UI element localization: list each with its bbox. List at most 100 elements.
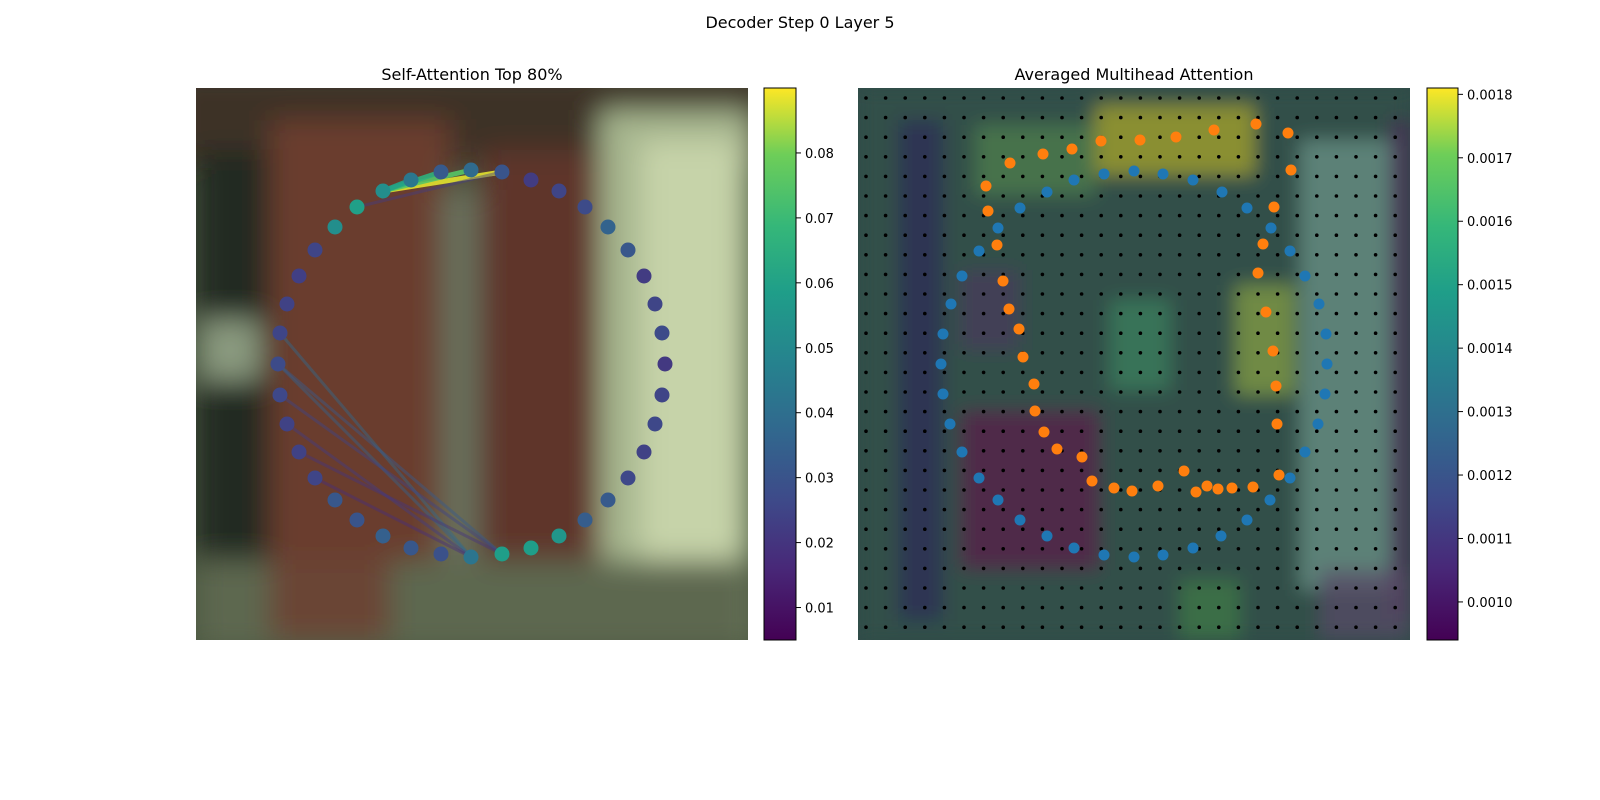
contour-point <box>1226 482 1238 494</box>
keypoint-marker <box>349 512 365 528</box>
grid-dot <box>903 96 907 100</box>
contour-point <box>1265 222 1277 234</box>
grid-dot <box>1275 370 1280 375</box>
grid-dot <box>1315 449 1319 453</box>
grid-dot <box>1079 96 1084 100</box>
grid-dot <box>903 390 907 394</box>
grid-dot <box>981 390 986 394</box>
grid-dot <box>1236 488 1241 492</box>
grid-dot <box>1001 468 1005 473</box>
keypoint-marker <box>307 470 323 486</box>
grid-dot <box>1177 194 1182 198</box>
grid-dot <box>1393 409 1397 414</box>
grid-dot <box>883 488 888 492</box>
grid-dot <box>962 429 966 434</box>
grid-dot <box>1217 135 1221 139</box>
grid-dot <box>883 605 888 610</box>
grid-dot <box>1021 233 1025 237</box>
grid-dot <box>1236 586 1241 590</box>
contour-point <box>1319 388 1331 400</box>
grid-dot <box>1334 351 1339 355</box>
grid-dot <box>864 292 868 296</box>
grid-dot <box>942 351 947 355</box>
grid-dot <box>1138 605 1143 610</box>
grid-dot <box>923 253 927 257</box>
grid-dot <box>1021 194 1025 198</box>
grid-dot <box>1315 233 1319 237</box>
grid-dot <box>1158 155 1162 159</box>
grid-dot <box>1197 331 1201 336</box>
colorbar-tick-label: 0.0012 <box>1467 469 1513 484</box>
keypoint-marker <box>620 242 636 258</box>
grid-dot <box>1256 468 1260 473</box>
grid-dot <box>1177 272 1182 277</box>
grid-dot <box>903 468 907 473</box>
grid-dot <box>981 586 986 590</box>
grid-dot <box>923 292 927 296</box>
grid-dot <box>1295 213 1299 218</box>
grid-dot <box>1256 409 1260 414</box>
contour-point <box>1264 494 1276 506</box>
grid-dot <box>1295 586 1299 590</box>
figure-title: Decoder Step 0 Layer 5 <box>705 13 895 32</box>
grid-dot <box>1275 331 1280 336</box>
grid-dot <box>1315 390 1319 394</box>
contour-point <box>1157 549 1169 561</box>
grid-dot <box>1040 253 1045 257</box>
grid-dot <box>1217 370 1221 375</box>
grid-dot <box>1295 390 1299 394</box>
grid-dot <box>1275 527 1280 531</box>
colorbar-tick-label: 0.0018 <box>1467 88 1513 103</box>
grid-dot <box>1138 194 1143 198</box>
grid-dot <box>1177 547 1182 551</box>
grid-dot <box>1119 409 1123 414</box>
grid-dot <box>1217 429 1221 434</box>
grid-dot <box>1158 115 1162 120</box>
grid-dot <box>1138 586 1143 590</box>
keypoint-marker <box>375 183 391 199</box>
grid-dot <box>1315 429 1319 434</box>
contour-point <box>1095 135 1107 147</box>
grid-dot <box>1079 488 1084 492</box>
grid-dot <box>1119 213 1123 218</box>
contour-point <box>992 494 1004 506</box>
grid-dot <box>981 488 986 492</box>
grid-dot <box>1315 409 1319 414</box>
grid-dot <box>903 115 907 120</box>
grid-dot <box>1256 586 1260 590</box>
grid-dot <box>1060 507 1064 512</box>
grid-dot <box>1001 292 1005 296</box>
grid-dot <box>1158 429 1162 434</box>
grid-dot <box>1275 135 1280 139</box>
grid-dot <box>1197 370 1201 375</box>
grid-dot <box>1177 527 1182 531</box>
grid-dot <box>1373 468 1378 473</box>
grid-dot <box>864 272 868 277</box>
grid-dot <box>903 292 907 296</box>
grid-dot <box>1217 292 1221 296</box>
grid-dot <box>1295 96 1299 100</box>
grid-dot <box>1177 390 1182 394</box>
grid-dot <box>1275 155 1280 159</box>
grid-dot <box>864 135 868 139</box>
grid-dot <box>1275 586 1280 590</box>
grid-dot <box>1040 625 1045 629</box>
grid-dot <box>1001 331 1005 336</box>
grid-dot <box>1315 586 1319 590</box>
grid-dot <box>903 507 907 512</box>
grid-dot <box>1256 429 1260 434</box>
grid-dot <box>1275 449 1280 453</box>
grid-dot <box>1315 115 1319 120</box>
grid-dot <box>1256 233 1260 237</box>
grid-dot <box>1197 351 1201 355</box>
grid-dot <box>1334 96 1339 100</box>
grid-dot <box>1040 449 1045 453</box>
grid-dot <box>1236 96 1241 100</box>
grid-dot <box>923 194 927 198</box>
grid-dot <box>1197 468 1201 473</box>
grid-dot <box>883 115 888 120</box>
grid-dot <box>1177 351 1182 355</box>
grid-dot <box>1040 527 1045 531</box>
grid-dot <box>883 213 888 218</box>
grid-dot <box>1393 625 1397 629</box>
